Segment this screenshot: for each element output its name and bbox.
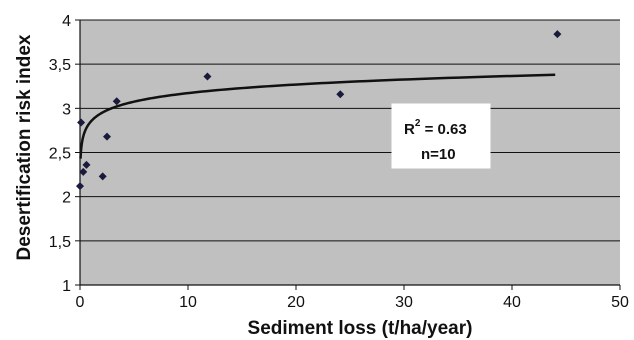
- trendline: [79, 73, 556, 159]
- data-point: [203, 72, 212, 81]
- r-squared-label: R2 = 0.63: [404, 118, 467, 138]
- annotation-background: [391, 103, 491, 169]
- y-tick-label: 1,5: [49, 234, 71, 251]
- data-point: [112, 97, 121, 106]
- data-point: [76, 182, 84, 191]
- x-axis-title: Sediment loss (t/ha/year): [248, 318, 473, 339]
- x-tick-label: 40: [503, 294, 521, 311]
- y-axis-title: Desertification risk index: [14, 34, 35, 260]
- r-squared-superscript: 2: [415, 118, 421, 129]
- data-point: [103, 132, 111, 141]
- gridlines: [80, 19, 620, 242]
- data-point: [77, 118, 86, 127]
- sample-size-label: n=10: [421, 146, 456, 163]
- y-tick-label: 2,5: [49, 146, 71, 163]
- x-tick-label: 10: [179, 294, 197, 311]
- y-tick-label: 2: [62, 190, 71, 207]
- y-tick-label: 1: [62, 278, 71, 295]
- axes: [75, 19, 621, 290]
- x-tick-label: 30: [395, 294, 413, 311]
- data-point: [82, 160, 91, 169]
- x-tick-label: 20: [287, 294, 305, 311]
- x-tick-label: 0: [76, 294, 85, 311]
- x-tick-label: 50: [611, 294, 629, 311]
- data-point: [336, 90, 345, 99]
- r-symbol: R: [404, 121, 415, 138]
- annotation-box: R2 = 0.63 n=10: [391, 103, 491, 169]
- data-point: [553, 30, 562, 39]
- r-squared-value: = 0.63: [420, 121, 466, 138]
- y-tick-label: 3,5: [49, 57, 71, 74]
- data-point: [79, 167, 88, 176]
- data-point: [98, 172, 107, 181]
- data-points: [76, 30, 562, 191]
- y-tick-label: 4: [62, 13, 71, 30]
- y-tick-label: 3: [62, 101, 71, 118]
- tick-labels: 11,522,533,540 10 20 30 40 50: [49, 13, 629, 311]
